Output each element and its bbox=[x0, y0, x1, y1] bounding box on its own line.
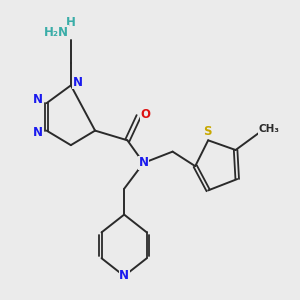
Text: N: N bbox=[139, 156, 148, 170]
Text: H₂N: H₂N bbox=[44, 26, 69, 39]
Text: N: N bbox=[73, 76, 83, 89]
Text: S: S bbox=[203, 125, 212, 138]
Text: N: N bbox=[33, 126, 43, 139]
Text: O: O bbox=[141, 108, 151, 121]
Text: N: N bbox=[119, 269, 129, 283]
Text: N: N bbox=[33, 93, 43, 106]
Text: H: H bbox=[66, 16, 76, 29]
Text: CH₃: CH₃ bbox=[258, 124, 279, 134]
